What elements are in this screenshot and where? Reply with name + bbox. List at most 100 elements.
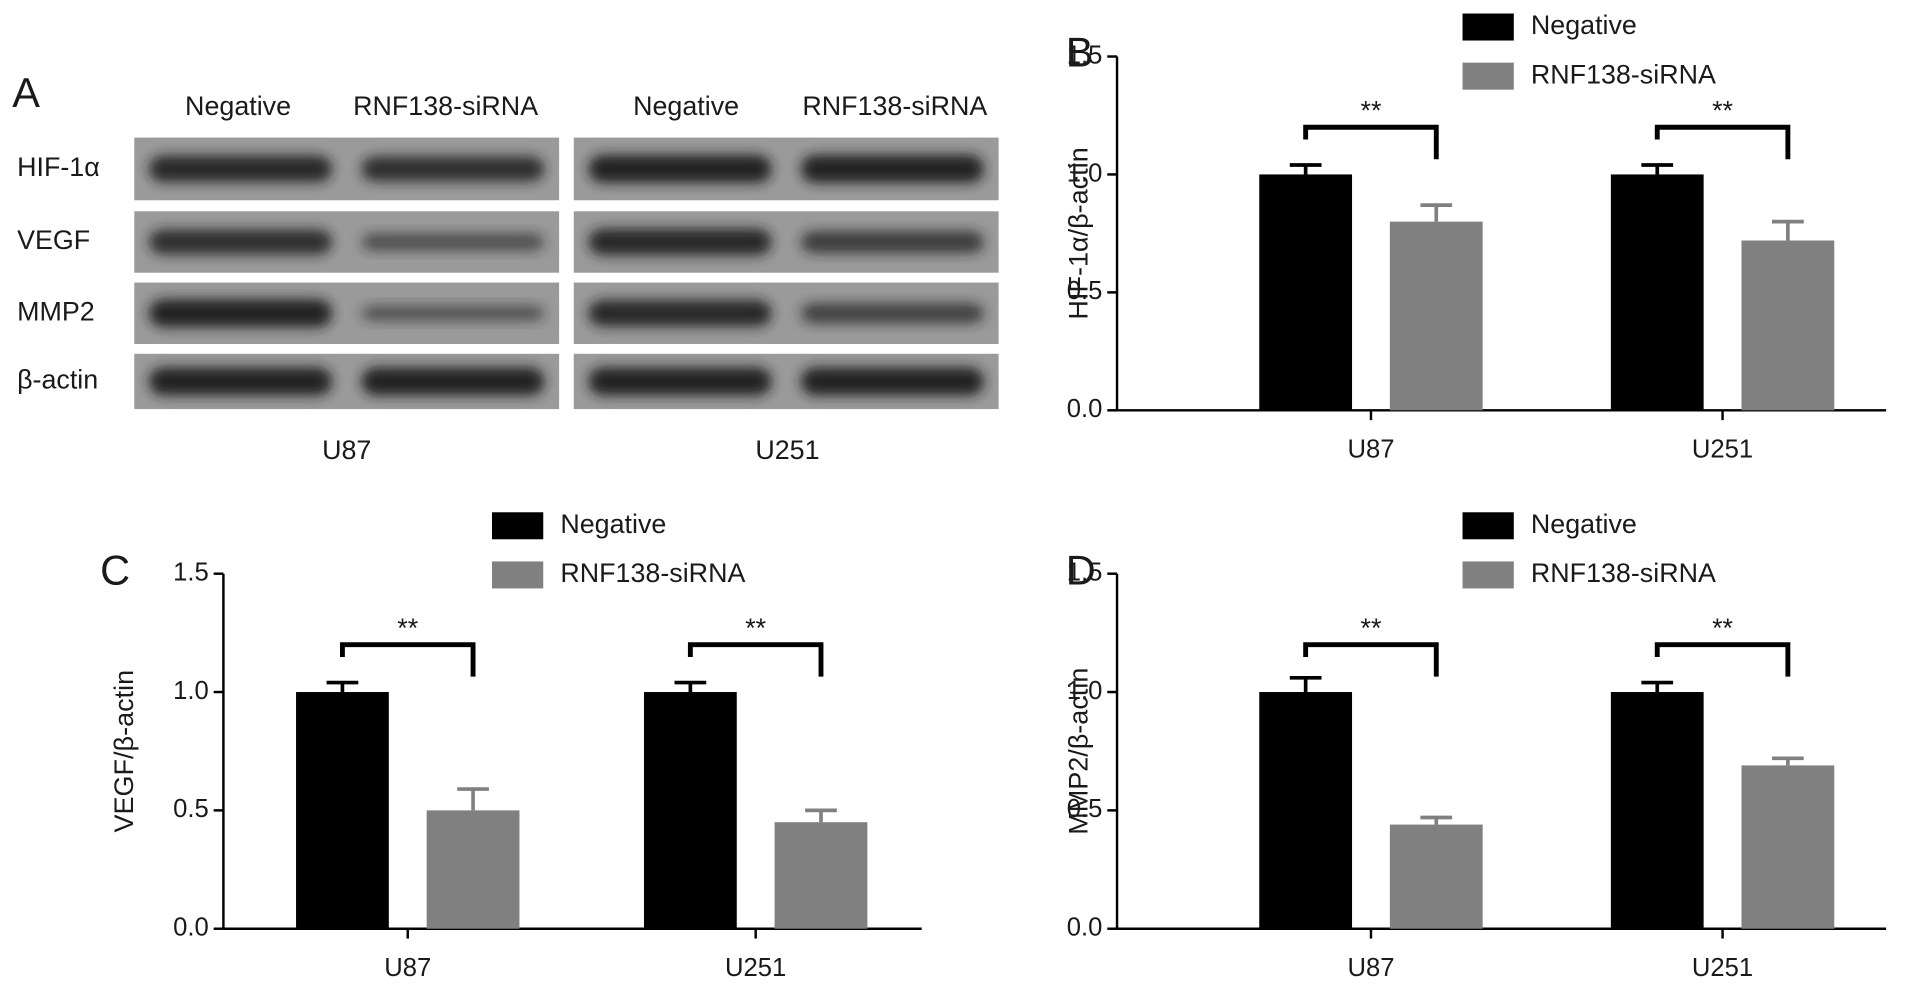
column-label: RNF138-siRNA [802,91,987,121]
blot-band [588,228,772,256]
panel-label: D [1066,547,1096,594]
bar [1741,240,1835,411]
row-label: HIF-1α [17,152,100,182]
x-tick-label: U251 [1692,954,1753,982]
blot-band [361,233,545,251]
error-bar [1771,219,1804,241]
blot-band [361,367,545,396]
error-bar [1420,203,1453,222]
significance-bracket [687,642,824,677]
y-axis-label: VEGF/β-actin [109,670,139,833]
significance-bracket [1303,642,1439,677]
significance-label: ** [1361,613,1382,643]
bar [1741,765,1835,929]
y-tick-label: 0.0 [173,913,209,941]
blot-band [148,155,333,183]
bar [296,692,389,929]
cell-line-label: U251 [755,435,819,465]
column-label: Negative [633,91,739,121]
blot-band [800,154,984,183]
blot-band [148,229,333,255]
significance-bracket [1303,124,1439,160]
y-tick-label: 0.0 [1067,913,1103,941]
y-tick-label: 1.0 [1067,159,1103,187]
error-bar [1289,163,1322,175]
blot-band [148,367,333,396]
error-bar [326,680,359,693]
blot-band [588,299,772,327]
y-tick-label: 0.0 [1067,395,1103,423]
bar [1259,174,1353,411]
legend-label: RNF138-siRNA [1531,558,1716,588]
legend-swatch [1462,512,1514,540]
y-tick-label: 0.5 [1067,277,1103,305]
legend-swatch [491,561,544,589]
y-axis-label: HIF-1α/β-actin [1064,147,1094,319]
bar [1389,221,1483,411]
bar [1610,692,1704,929]
panel-label: C [100,547,130,594]
legend-swatch [1462,13,1514,41]
significance-bracket [339,642,476,677]
y-axis-label: MMP2/β-actin [1064,668,1094,835]
error-bar [457,787,489,811]
significance-label: ** [1712,613,1733,643]
panel-label: B [1066,28,1094,75]
error-bar [1289,675,1322,693]
y-tick-label: 1.5 [173,558,209,586]
column-label: RNF138-siRNA [353,91,538,121]
error-bar [674,680,707,693]
significance-label: ** [1712,96,1733,126]
error-bar [1771,756,1804,766]
x-tick-label: U87 [1347,436,1394,464]
y-tick-label: 1.0 [1067,677,1103,705]
legend-label: Negative [1531,10,1637,40]
bar [1610,174,1704,411]
row-label: β-actin [17,364,98,394]
legend-label: RNF138-siRNA [1531,59,1716,89]
blot-band [800,367,984,396]
significance-label: ** [745,613,766,643]
bar [643,692,737,929]
bar [1259,692,1353,929]
blot-band [588,154,772,183]
x-tick-label: U251 [725,954,786,982]
blot-band [148,299,333,328]
row-label: MMP2 [17,296,95,326]
error-bar [1641,163,1674,175]
blot-band [588,367,772,396]
bar [774,822,868,929]
y-tick-label: 0.5 [173,795,209,823]
blot-band [361,156,545,182]
significance-label: ** [1361,96,1382,126]
legend-label: RNF138-siRNA [560,558,745,588]
y-tick-label: 0.5 [1067,795,1103,823]
y-tick-label: 1.5 [1067,41,1103,69]
significance-label: ** [397,613,418,643]
bar [426,810,520,929]
legend-swatch [1462,62,1514,90]
significance-bracket [1654,642,1791,677]
error-bar [1641,680,1674,693]
cell-line-label: U87 [322,435,371,465]
x-tick-label: U87 [1347,954,1394,982]
x-tick-label: U251 [1692,436,1753,464]
significance-bracket [1654,124,1791,160]
bar [1389,824,1483,929]
blot-band [361,305,545,322]
panel-label: A [12,69,40,116]
error-bar [805,808,837,823]
legend-label: Negative [560,509,666,539]
error-bar [1420,815,1453,825]
legend-swatch [1462,561,1514,589]
row-label: VEGF [17,225,90,255]
legend-label: Negative [1531,509,1637,539]
blot-band [800,302,984,324]
legend-swatch [491,512,544,540]
x-tick-label: U87 [384,954,431,982]
y-tick-label: 1.0 [173,677,209,705]
y-tick-label: 1.5 [1067,558,1103,586]
column-label: Negative [185,91,291,121]
blot-band [800,230,984,254]
